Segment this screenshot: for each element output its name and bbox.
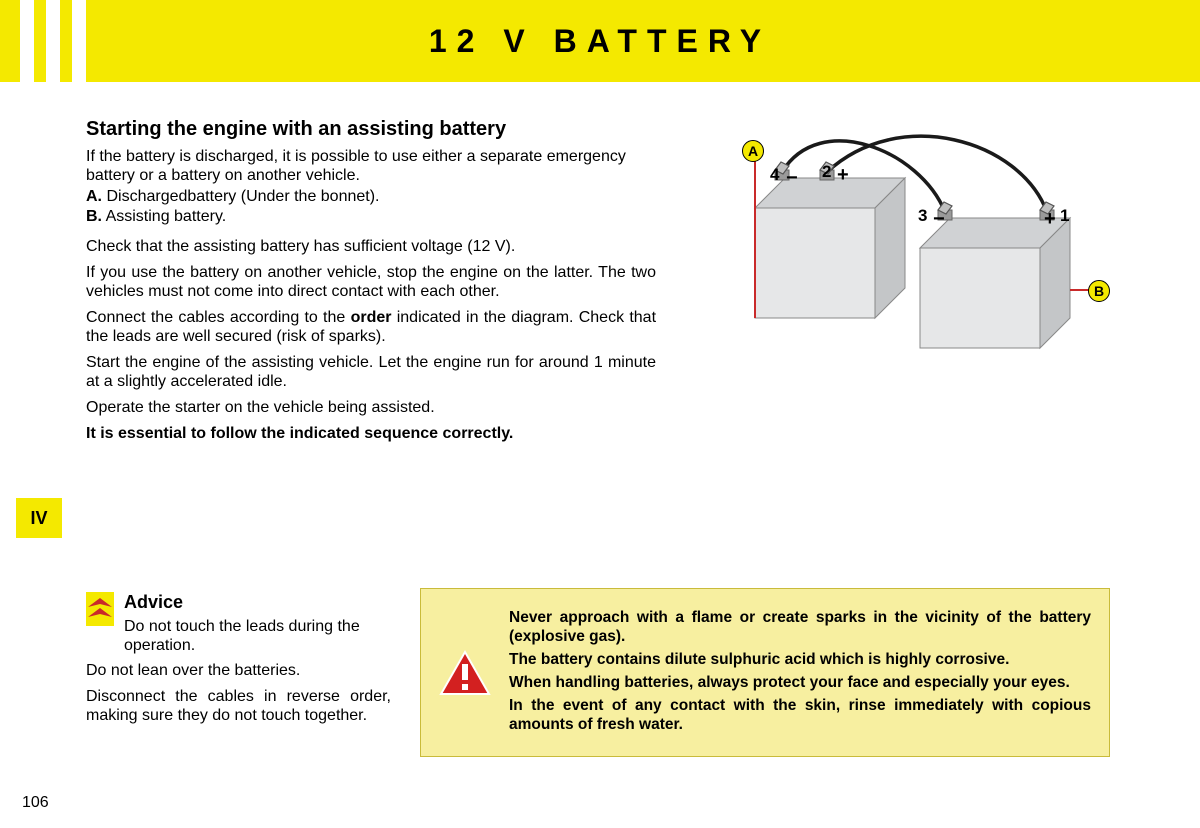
label-4: 4 <box>770 165 779 185</box>
page-number: 106 <box>22 794 49 812</box>
paragraph-3: Connect the cables according to the orde… <box>86 308 656 347</box>
paragraph-2: If you use the battery on another vehicl… <box>86 263 656 302</box>
plus-1: + <box>1044 208 1056 231</box>
marker-a: A <box>742 140 764 162</box>
main-text: Starting the engine with an assisting ba… <box>86 118 656 443</box>
section-heading: Starting the engine with an assisting ba… <box>86 118 656 141</box>
warning-icon <box>439 650 491 698</box>
warning-4: In the event of any contact with the ski… <box>509 697 1091 735</box>
diagram-svg <box>720 120 1120 360</box>
advice-line-1: Do not touch the leads during the operat… <box>124 617 391 655</box>
warning-3: When handling batteries, always protect … <box>509 674 1091 693</box>
label-2: 2 <box>822 162 831 182</box>
minus-3: − <box>933 208 945 231</box>
plus-2: + <box>837 164 849 187</box>
chapter-tab: IV <box>16 498 62 538</box>
label-3: 3 <box>918 206 927 226</box>
warning-text: Never approach with a flame or create sp… <box>509 609 1091 738</box>
advice-title: Advice <box>124 592 391 613</box>
minus-4: − <box>786 167 798 190</box>
intro-paragraph: If the battery is discharged, it is poss… <box>86 147 656 185</box>
warning-box: Never approach with a flame or create sp… <box>420 588 1110 757</box>
warning-2: The battery contains dilute sulphuric ac… <box>509 651 1091 670</box>
advice-line-2: Do not lean over the batteries. <box>86 661 391 681</box>
paragraph-1: Check that the assisting battery has suf… <box>86 237 656 257</box>
battery-a <box>755 170 905 318</box>
page-header: 12 V BATTERY <box>0 0 1200 82</box>
battery-diagram: A B 4 − 2 + 3 − 1 + <box>720 120 1120 360</box>
definition-b: B. Assisting battery. <box>86 207 656 227</box>
paragraph-6: It is essential to follow the indicated … <box>86 424 656 444</box>
paragraph-5: Operate the starter on the vehicle being… <box>86 398 656 418</box>
marker-b: B <box>1088 280 1110 302</box>
paragraph-4: Start the engine of the assisting vehicl… <box>86 353 656 392</box>
advice-block: Advice Do not touch the leads during the… <box>86 592 391 726</box>
citroen-icon <box>86 592 114 626</box>
warning-1: Never approach with a flame or create sp… <box>509 609 1091 647</box>
header-stripes <box>0 0 86 82</box>
page-title: 12 V BATTERY <box>0 0 1200 82</box>
label-1: 1 <box>1060 206 1069 226</box>
definition-a: A. Dischargedbattery (Under the bonnet). <box>86 187 656 207</box>
advice-line-3: Disconnect the cables in reverse order, … <box>86 687 391 726</box>
